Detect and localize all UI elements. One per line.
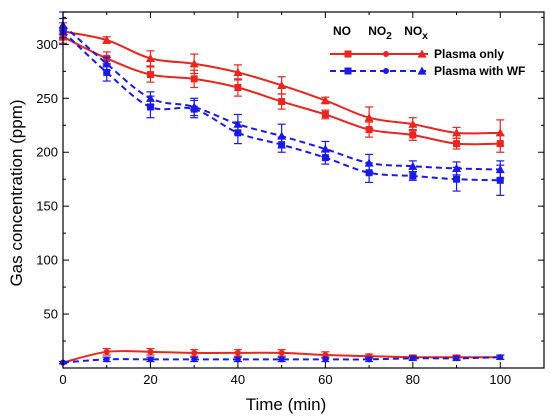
y-axis-title: Gas concentration (ppm) xyxy=(7,99,26,286)
y-tick-label: 100 xyxy=(36,253,58,268)
data-point xyxy=(145,53,155,62)
legend-column-header: NOx xyxy=(404,24,428,42)
data-point xyxy=(146,103,154,111)
legend-marker xyxy=(417,49,427,58)
data-point xyxy=(453,140,461,148)
data-point xyxy=(321,110,329,118)
data-point xyxy=(497,354,504,361)
data-point xyxy=(102,59,112,68)
legend-marker xyxy=(417,66,427,75)
data-point xyxy=(409,172,417,180)
data-point xyxy=(277,131,287,140)
y-tick-label: 200 xyxy=(36,145,58,160)
data-point xyxy=(189,59,199,68)
legend-entry: Plasma with WF xyxy=(330,64,525,78)
data-point xyxy=(233,119,243,128)
y-tick-label: 150 xyxy=(36,199,58,214)
data-point xyxy=(234,356,241,363)
data-point xyxy=(364,113,374,122)
data-point xyxy=(189,102,199,111)
x-tick-label: 100 xyxy=(489,372,511,387)
data-point xyxy=(496,176,504,184)
legend-entry: Plasma only xyxy=(330,47,504,61)
legend-marker xyxy=(344,67,352,75)
data-point xyxy=(409,355,416,362)
data-point xyxy=(278,349,285,356)
data-point xyxy=(277,80,287,89)
data-point xyxy=(234,349,241,356)
x-tick-label: 0 xyxy=(59,372,66,387)
data-point xyxy=(495,128,505,137)
data-point xyxy=(322,356,329,363)
data-point xyxy=(147,348,154,355)
data-point xyxy=(495,165,505,174)
data-point xyxy=(103,68,111,76)
data-point xyxy=(191,349,198,356)
legend-column-header: NO2 xyxy=(368,24,392,42)
series-plasma-with-wf-no2 xyxy=(59,354,505,366)
legend-marker xyxy=(383,68,389,74)
data-point xyxy=(408,119,418,128)
data-point xyxy=(453,175,461,183)
plot-area xyxy=(58,11,505,366)
x-tick-label: 20 xyxy=(143,372,157,387)
data-point xyxy=(365,169,373,177)
x-tick-label: 80 xyxy=(406,372,420,387)
legend-marker xyxy=(383,51,389,57)
data-point xyxy=(234,84,242,92)
legend: NO NO2 NOx Plasma only Plasma with WF xyxy=(330,24,525,78)
data-point xyxy=(409,131,417,139)
data-point xyxy=(233,67,243,77)
legend-marker xyxy=(344,50,352,58)
data-point xyxy=(145,93,155,102)
data-point xyxy=(103,356,110,363)
legend-label: Plasma only xyxy=(434,47,504,61)
data-point xyxy=(320,95,330,105)
data-point xyxy=(452,163,462,173)
x-tick-label: 40 xyxy=(231,372,245,387)
legend-column-subscript: 2 xyxy=(386,31,392,42)
data-point xyxy=(102,35,112,44)
data-point xyxy=(322,352,329,359)
data-point xyxy=(190,75,198,83)
data-point xyxy=(278,356,285,363)
data-point xyxy=(146,71,154,79)
series-line xyxy=(62,356,501,364)
data-point xyxy=(147,356,154,363)
data-point xyxy=(366,356,373,363)
data-point xyxy=(278,98,286,106)
y-tick-label: 300 xyxy=(36,37,58,52)
axes: 0 20 40 60 80 100 50 100 150 200 250 300 xyxy=(36,11,545,387)
y-tick-label: 250 xyxy=(36,91,58,106)
data-point xyxy=(191,356,198,363)
data-point xyxy=(320,144,330,153)
x-tick-label: 60 xyxy=(318,372,332,387)
data-point xyxy=(408,161,418,170)
data-point xyxy=(103,348,110,355)
legend-column-header: NO xyxy=(333,24,351,38)
y-tick-label: 50 xyxy=(44,307,58,322)
legend-column-subscript: x xyxy=(422,31,428,42)
x-axis-title: Time (min) xyxy=(246,395,327,414)
data-point xyxy=(365,126,373,134)
legend-label: Plasma with WF xyxy=(434,64,525,78)
data-point xyxy=(453,355,460,362)
data-point xyxy=(321,154,329,162)
data-point xyxy=(452,128,462,137)
data-point xyxy=(364,158,374,167)
plot-frame xyxy=(62,11,545,369)
